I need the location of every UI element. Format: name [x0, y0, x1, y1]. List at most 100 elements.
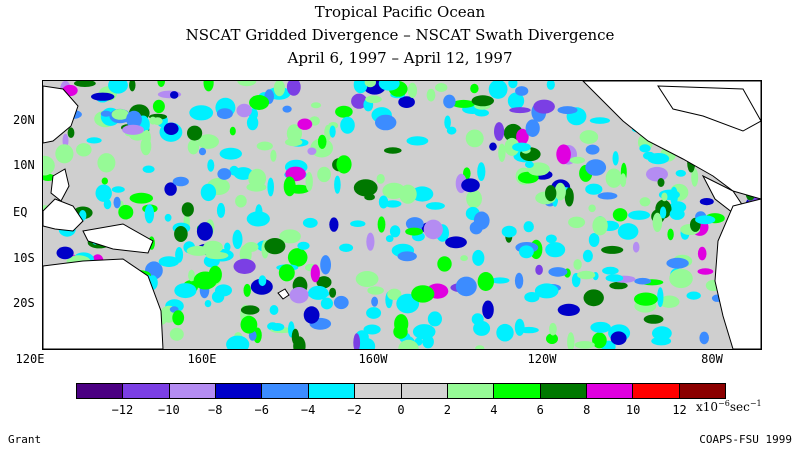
- contour-blob: [320, 255, 331, 275]
- contour-blob: [43, 155, 55, 176]
- contour-blob: [307, 147, 317, 155]
- contour-blob: [545, 242, 566, 258]
- colorbar-tick-label: 8: [583, 403, 591, 417]
- contour-blob: [270, 149, 277, 162]
- contour-blob: [509, 107, 531, 114]
- contour-blob: [697, 246, 707, 261]
- lat-label-eq: EQ: [13, 205, 28, 219]
- contour-blob: [164, 182, 177, 196]
- contour-blob: [471, 95, 494, 107]
- colorbar-cell: [77, 384, 124, 398]
- contour-blob: [287, 248, 308, 267]
- contour-blob: [490, 277, 510, 284]
- contour-blob: [111, 186, 125, 193]
- contour-blob: [443, 94, 456, 109]
- contour-blob: [405, 217, 424, 231]
- contour-blob: [422, 335, 434, 349]
- caribbean: [657, 85, 761, 132]
- contour-blob: [445, 236, 467, 249]
- contour-blob: [297, 241, 310, 250]
- contour-blob: [605, 168, 622, 188]
- contour-blob: [364, 193, 375, 201]
- contour-blob: [652, 212, 663, 232]
- contour-blob: [592, 332, 607, 349]
- contour-blob: [494, 122, 505, 141]
- contour-blob: [525, 161, 534, 168]
- contour-blob: [488, 81, 508, 99]
- colorbar-cell: [262, 384, 309, 398]
- contour-blob: [108, 81, 128, 94]
- contour-blob: [385, 235, 394, 243]
- contour-blob: [217, 168, 232, 180]
- contour-blob: [111, 109, 129, 120]
- contour-blob: [100, 110, 112, 117]
- contour-blob: [355, 271, 379, 287]
- contour-blob: [470, 83, 479, 94]
- contour-blob: [235, 194, 247, 208]
- contour-blob: [588, 233, 600, 247]
- colorbar-tick-label: −2: [347, 403, 362, 417]
- australia: [43, 258, 164, 349]
- contour-blob: [197, 134, 220, 149]
- contour-blob: [144, 204, 155, 224]
- contour-blob: [329, 217, 339, 232]
- contour-blob: [249, 95, 270, 110]
- contour-blob: [444, 115, 451, 130]
- contour-blob: [317, 134, 327, 149]
- contour-blob: [533, 99, 555, 114]
- hawaii: [277, 288, 290, 300]
- contour-blob: [286, 124, 302, 143]
- contour-blob: [546, 81, 555, 90]
- contour-blob: [609, 281, 628, 290]
- contour-blob: [246, 115, 259, 131]
- contour-blob: [573, 259, 582, 270]
- contour-blob: [302, 217, 318, 228]
- contour-blob: [229, 126, 236, 136]
- contour-blob: [181, 202, 194, 217]
- contour-blob: [667, 228, 674, 241]
- colorbar-cell: [355, 384, 402, 398]
- contour-blob: [285, 138, 303, 147]
- contour-blob: [455, 276, 477, 297]
- contour-blob: [646, 166, 668, 182]
- contour-blob: [498, 143, 506, 162]
- contour-blob: [669, 208, 685, 220]
- contour-blob: [515, 86, 529, 96]
- contour-blob: [317, 166, 331, 183]
- contour-blob: [659, 295, 680, 308]
- contour-blob: [425, 202, 445, 210]
- contour-blob: [240, 305, 260, 315]
- contour-blob: [612, 208, 628, 222]
- contour-blob: [258, 275, 267, 287]
- lon-label-80w: 80W: [701, 352, 723, 366]
- contour-blob: [534, 283, 559, 299]
- lat-label-10s: 10S: [13, 251, 35, 265]
- contour-blob: [387, 288, 402, 300]
- contour-blob: [103, 199, 112, 210]
- contour-blob: [204, 300, 212, 308]
- contour-blob: [399, 184, 417, 204]
- contour-blob: [350, 220, 366, 227]
- contour-blob: [695, 215, 716, 225]
- divergence-field: [43, 81, 761, 349]
- contour-blob: [273, 81, 285, 97]
- contour-blob: [97, 153, 116, 173]
- contour-blob: [86, 137, 102, 144]
- contour-blob: [592, 216, 608, 236]
- contour-blob: [496, 323, 514, 342]
- colorbar-tick-label: −4: [300, 403, 316, 417]
- contour-blob: [175, 247, 184, 263]
- contour-blob: [207, 159, 215, 172]
- contour-blob: [246, 211, 270, 227]
- contour-blob: [310, 102, 322, 109]
- contour-blob: [652, 326, 672, 341]
- contour-blob: [267, 177, 274, 197]
- colorbar-tick-label: 2: [443, 403, 452, 417]
- contour-blob: [397, 251, 417, 262]
- contour-blob: [516, 128, 529, 145]
- contour-blob: [43, 173, 55, 181]
- contour-blob: [398, 96, 415, 108]
- contour-blob: [699, 198, 714, 206]
- contour-blob: [279, 229, 301, 244]
- contour-blob: [305, 172, 313, 192]
